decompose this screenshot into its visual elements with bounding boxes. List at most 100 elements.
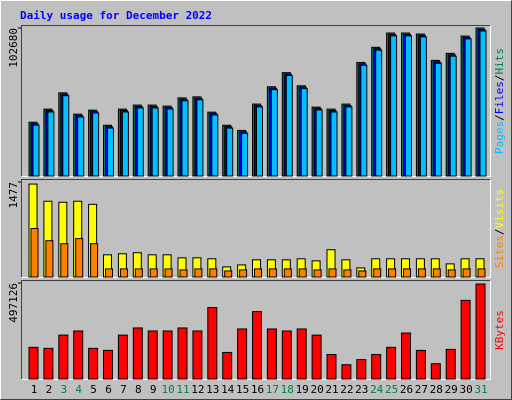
bar bbox=[239, 269, 248, 278]
bar bbox=[151, 107, 159, 177]
x-tick-label: 31 bbox=[474, 383, 487, 396]
bar bbox=[449, 55, 457, 177]
bar bbox=[417, 268, 426, 278]
bar bbox=[166, 108, 174, 177]
x-tick-label: 6 bbox=[105, 383, 112, 396]
bar bbox=[241, 132, 249, 177]
bar bbox=[32, 124, 40, 177]
x-tick-label: 27 bbox=[415, 383, 428, 396]
bar bbox=[434, 62, 442, 177]
legend-entry: KBytes bbox=[493, 310, 506, 350]
x-tick-label: 3 bbox=[60, 383, 67, 396]
bar bbox=[300, 88, 308, 177]
bar bbox=[462, 268, 471, 278]
bar bbox=[77, 116, 85, 177]
x-tick-label: 8 bbox=[135, 383, 142, 396]
legend-separator: / bbox=[493, 114, 506, 121]
bar bbox=[386, 346, 397, 380]
bar bbox=[119, 268, 128, 278]
x-tick-label: 18 bbox=[281, 383, 294, 396]
x-tick-label: 24 bbox=[370, 383, 384, 396]
bar bbox=[283, 268, 292, 278]
bar bbox=[296, 328, 307, 380]
y-tick-label: 102680 bbox=[7, 28, 20, 68]
bar bbox=[88, 347, 99, 380]
bar bbox=[62, 95, 70, 177]
bar bbox=[226, 127, 234, 177]
bar bbox=[403, 268, 411, 278]
x-tick-label: 22 bbox=[340, 383, 353, 396]
x-tick-label: 29 bbox=[445, 383, 458, 396]
bar bbox=[194, 268, 203, 278]
x-tick-label: 1 bbox=[31, 383, 38, 396]
x-tick-label: 21 bbox=[325, 383, 338, 396]
panel-highlight bbox=[21, 179, 491, 278]
bar bbox=[345, 106, 353, 177]
bar bbox=[298, 268, 307, 278]
bar bbox=[121, 111, 129, 177]
legend-entry: Files bbox=[493, 81, 506, 114]
bar bbox=[477, 268, 486, 278]
bar bbox=[149, 268, 158, 278]
bar bbox=[107, 127, 114, 177]
bar bbox=[103, 349, 113, 380]
legend-entry: Visits bbox=[493, 189, 506, 229]
bar bbox=[30, 228, 39, 278]
bar bbox=[405, 35, 412, 177]
chart-title: Daily usage for December 2022 bbox=[20, 9, 212, 22]
legend-entry: Hits bbox=[493, 48, 506, 75]
bar bbox=[343, 269, 352, 278]
bar bbox=[222, 351, 233, 380]
bar bbox=[326, 353, 337, 380]
bar bbox=[58, 334, 69, 380]
bar bbox=[315, 109, 323, 177]
bar bbox=[330, 111, 338, 177]
bar bbox=[196, 99, 204, 177]
bar bbox=[266, 328, 277, 380]
x-tick-label: 17 bbox=[266, 383, 279, 396]
bar bbox=[211, 114, 219, 177]
bar bbox=[181, 100, 189, 177]
bar bbox=[432, 268, 441, 278]
bar bbox=[415, 349, 426, 380]
bar bbox=[164, 268, 173, 278]
bar bbox=[479, 30, 487, 177]
x-tick-label: 30 bbox=[459, 383, 472, 396]
bar bbox=[313, 269, 322, 278]
bar bbox=[256, 106, 263, 177]
x-tick-label: 11 bbox=[176, 383, 189, 396]
legend: Pages/Files/Hits bbox=[493, 48, 506, 154]
bar bbox=[254, 268, 262, 278]
bar bbox=[28, 346, 39, 380]
bar bbox=[475, 283, 486, 380]
x-tick-label: 25 bbox=[385, 383, 398, 396]
panel-highlight bbox=[21, 280, 491, 380]
bar bbox=[192, 330, 203, 380]
bar bbox=[360, 64, 368, 177]
x-tick-label: 5 bbox=[90, 383, 97, 396]
bar bbox=[134, 268, 143, 278]
bar bbox=[358, 270, 367, 278]
bar bbox=[177, 327, 188, 380]
legend-separator: / bbox=[493, 75, 506, 82]
bar bbox=[117, 334, 128, 380]
x-tick-label: 4 bbox=[75, 383, 82, 396]
bar bbox=[375, 49, 383, 177]
panel-shadow bbox=[21, 25, 491, 177]
bar bbox=[373, 268, 382, 278]
x-tick-label: 28 bbox=[430, 383, 443, 396]
bar bbox=[209, 268, 218, 278]
bar bbox=[90, 243, 99, 278]
bar bbox=[136, 107, 144, 177]
bar bbox=[419, 36, 427, 177]
bar bbox=[270, 89, 278, 177]
bar bbox=[430, 363, 441, 380]
bar bbox=[445, 348, 456, 380]
bar bbox=[43, 347, 54, 380]
x-tick-label: 13 bbox=[206, 383, 219, 396]
legend: Sites/Visits bbox=[493, 189, 506, 269]
bar bbox=[162, 330, 173, 380]
bar bbox=[75, 238, 84, 278]
bar bbox=[447, 269, 456, 278]
x-tick-label: 16 bbox=[251, 383, 264, 396]
